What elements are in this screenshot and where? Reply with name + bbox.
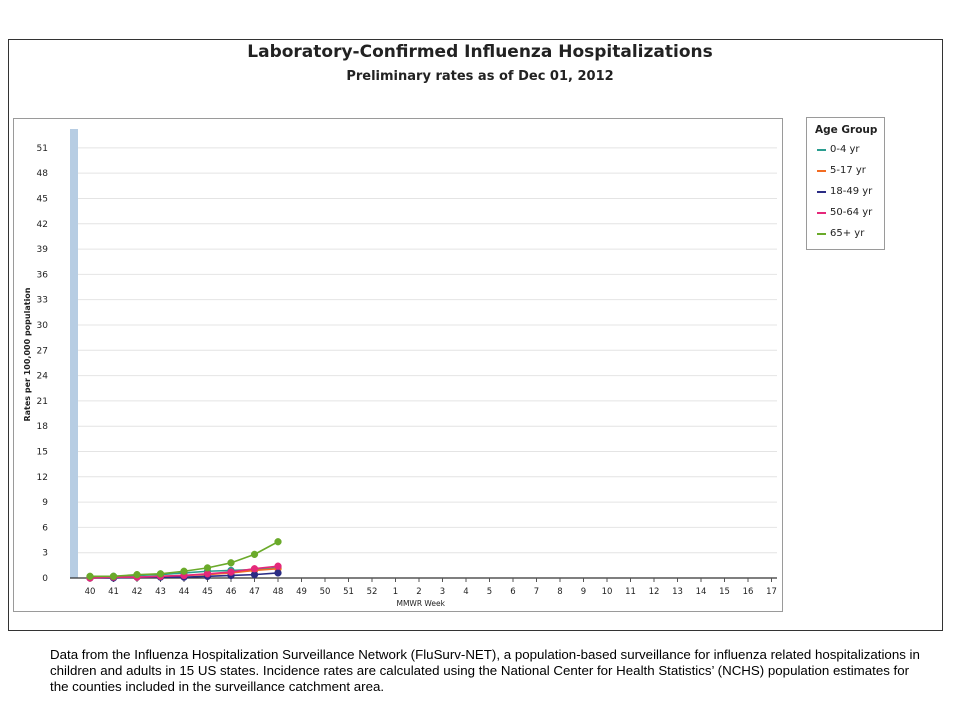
y-tick-label: 15 [37,447,48,457]
y-tick-label: 24 [37,372,49,382]
x-tick-label: 48 [273,587,284,597]
plot-area: 0 3 6 9 12 15 18 21 24 27 30 33 36 39 42 45 48 51 40 41 42 43… [13,118,783,612]
data-point [274,562,282,570]
x-tick-label: 43 [155,587,166,597]
legend-swatch [817,170,826,172]
x-tick-label: 40 [85,587,96,597]
legend-label: 65+ yr [830,228,865,239]
x-tick-label: 16 [743,587,754,597]
data-point [274,569,282,577]
legend-label: 0-4 yr [830,144,860,155]
data-point [109,572,118,580]
legend: Age Group 0-4 yr 5-17 yr 18-49 yr 50-64 … [806,117,885,250]
x-tick-label: 6 [510,587,515,597]
x-tick-label: 46 [226,587,237,597]
x-tick-label: 45 [202,587,213,597]
legend-label: 5-17 yr [830,165,866,176]
y-tick-label: 0 [42,574,48,584]
legend-swatch [817,233,826,235]
chart-subtitle: Preliminary rates as of Dec 01, 2012 [346,69,614,84]
legend-label: 18-49 yr [830,186,873,197]
x-tick-label: 41 [108,587,119,597]
y-tick-label: 39 [37,245,49,255]
x-tick-label: 47 [249,587,260,597]
x-tick-label: 12 [649,587,660,597]
x-tick-label: 50 [320,587,331,597]
legend-item-50-64: 50-64 yr [817,206,873,220]
x-tick-label: 8 [557,587,562,597]
y-tick-label: 27 [37,346,48,356]
y-tick-label: 48 [37,169,49,179]
x-tick-label: 9 [581,587,586,597]
y-tick-label: 33 [37,296,48,306]
x-tick-label: 17 [766,587,777,597]
data-point [274,538,282,546]
x-tick-label: 2 [416,587,421,597]
y-tick-label: 3 [42,549,48,559]
x-tick-label: 51 [343,587,354,597]
data-point [180,567,188,575]
legend-item-5-17: 5-17 yr [817,164,866,178]
x-tick-label: 3 [440,587,445,597]
data-point [250,550,259,559]
chart-title: Laboratory-Confirmed Influenza Hospitali… [247,42,713,62]
legend-swatch [817,149,826,151]
legend-item-0-4: 0-4 yr [817,143,860,157]
y-tick-label: 21 [37,397,48,407]
legend-label: 50-64 yr [830,207,873,218]
data-point [250,565,259,573]
y-tick-label: 45 [37,194,48,204]
x-tick-label: 14 [696,587,707,597]
y-tick-label: 9 [42,498,48,508]
y-scale-bar [70,129,78,578]
legend-item-65-plus: 65+ yr [817,227,865,241]
data-point [203,564,212,572]
data-point [156,570,165,578]
x-tick-label: 10 [602,587,613,597]
y-tick-label: 36 [37,270,49,280]
x-tick-label: 1 [393,587,398,597]
data-point [227,568,235,576]
footnote: Data from the Influenza Hospitalization … [50,647,920,694]
x-tick-label: 5 [487,587,492,597]
x-tick-label: 44 [179,587,190,597]
x-tick-label: 7 [534,587,539,597]
y-axis-label: Rates per 100,000 population [23,287,32,421]
data-point [133,570,141,579]
y-tick-label: 42 [37,220,48,230]
x-tick-label: 42 [132,587,143,597]
data-point [227,559,235,567]
x-tick-label: 4 [463,587,468,597]
x-tick-label: 13 [672,587,683,597]
y-tick-label: 18 [37,422,49,432]
y-tick-label: 51 [37,144,48,154]
x-tick-label: 15 [719,587,730,597]
x-axis-label: MMWR Week [396,599,445,608]
y-tick-label: 6 [42,523,48,533]
data-point [86,572,94,580]
legend-swatch [817,212,826,214]
x-tick-label: 52 [367,587,378,597]
legend-title: Age Group [815,124,878,136]
legend-item-18-49: 18-49 yr [817,185,873,199]
x-tick-label: 49 [296,587,307,597]
x-tick-label: 11 [625,587,636,597]
y-tick-label: 30 [37,321,49,331]
legend-swatch [817,191,826,193]
y-tick-label: 12 [37,473,48,483]
